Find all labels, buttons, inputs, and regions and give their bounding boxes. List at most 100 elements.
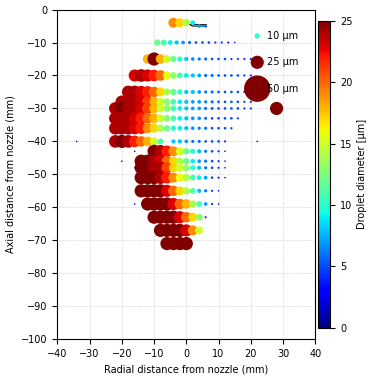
Point — [235, 89, 241, 95]
Point — [216, 73, 221, 79]
Point — [209, 158, 215, 164]
Point — [209, 99, 215, 105]
Point — [190, 188, 196, 194]
Point — [248, 99, 254, 105]
Point — [183, 227, 189, 233]
Point — [190, 20, 196, 26]
Point — [209, 175, 215, 181]
Point — [190, 158, 196, 164]
Point — [229, 56, 234, 62]
Point — [158, 56, 164, 62]
Point — [222, 165, 228, 171]
Point — [170, 214, 176, 220]
Point — [112, 138, 118, 144]
Point — [138, 138, 144, 144]
Point — [190, 201, 196, 207]
Point — [151, 125, 157, 131]
Point — [216, 125, 221, 131]
Point — [183, 148, 189, 154]
Point — [164, 105, 170, 111]
Point — [170, 188, 176, 194]
Text: 50 µm: 50 µm — [267, 84, 298, 93]
Point — [196, 201, 202, 207]
Point — [170, 89, 176, 95]
Point — [203, 148, 209, 154]
Point — [164, 125, 170, 131]
Point — [203, 188, 209, 194]
Text: 10 µm: 10 µm — [267, 31, 298, 41]
Point — [203, 89, 209, 95]
Point — [183, 125, 189, 131]
Point — [216, 165, 221, 171]
Point — [151, 214, 157, 220]
Point — [164, 227, 170, 233]
Point — [203, 23, 209, 29]
Point — [151, 158, 157, 164]
Point — [170, 56, 176, 62]
Point — [170, 175, 176, 181]
Point — [145, 73, 151, 79]
Point — [138, 105, 144, 111]
Point — [138, 73, 144, 79]
Point — [183, 201, 189, 207]
Point — [190, 214, 196, 220]
Point — [183, 73, 189, 79]
Point — [203, 56, 209, 62]
Point — [132, 165, 138, 171]
Point — [145, 138, 151, 144]
Point — [158, 125, 164, 131]
Point — [222, 73, 228, 79]
Point — [158, 99, 164, 105]
Point — [216, 188, 221, 194]
Point — [170, 138, 176, 144]
Point — [196, 158, 202, 164]
Point — [158, 89, 164, 95]
Point — [203, 201, 209, 207]
Point — [158, 158, 164, 164]
Point — [119, 138, 125, 144]
Point — [119, 115, 125, 121]
Point — [158, 214, 164, 220]
Point — [254, 59, 260, 65]
Point — [203, 214, 209, 220]
Point — [164, 115, 170, 121]
Point — [229, 105, 234, 111]
Point — [193, 40, 199, 46]
Point — [196, 227, 202, 233]
Point — [177, 158, 183, 164]
Point — [222, 99, 228, 105]
Point — [183, 214, 189, 220]
Point — [132, 89, 138, 95]
Point — [190, 56, 196, 62]
Point — [216, 56, 221, 62]
Point — [132, 201, 138, 207]
Point — [164, 188, 170, 194]
Point — [138, 158, 144, 164]
Point — [209, 89, 215, 95]
Point — [132, 105, 138, 111]
Point — [112, 125, 118, 131]
Point — [151, 105, 157, 111]
Point — [145, 188, 151, 194]
Point — [138, 125, 144, 131]
Point — [145, 89, 151, 95]
Point — [209, 138, 215, 144]
Point — [145, 105, 151, 111]
Point — [235, 105, 241, 111]
Point — [158, 73, 164, 79]
Point — [216, 105, 221, 111]
Point — [151, 89, 157, 95]
Point — [248, 73, 254, 79]
Point — [145, 56, 151, 62]
Point — [203, 138, 209, 144]
Point — [222, 138, 228, 144]
X-axis label: Radial distance from nozzle (mm): Radial distance from nozzle (mm) — [104, 364, 269, 374]
Point — [132, 99, 138, 105]
Point — [158, 105, 164, 111]
Point — [222, 175, 228, 181]
Point — [190, 165, 196, 171]
Point — [190, 105, 196, 111]
Point — [177, 188, 183, 194]
Point — [203, 165, 209, 171]
Point — [164, 175, 170, 181]
